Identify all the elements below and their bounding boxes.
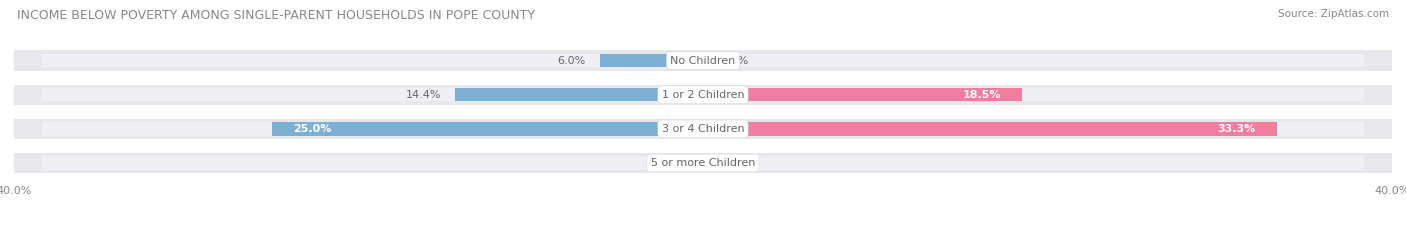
Bar [703, 119, 1392, 139]
Bar [703, 88, 1022, 101]
Text: No Children: No Children [671, 56, 735, 66]
Bar [456, 88, 703, 101]
Text: 18.5%: 18.5% [963, 90, 1001, 100]
Bar [42, 122, 703, 136]
Text: 14.4%: 14.4% [406, 90, 441, 100]
Bar [14, 85, 703, 105]
Bar [703, 54, 1364, 67]
Bar [703, 85, 1392, 105]
Text: 0.0%: 0.0% [720, 56, 748, 66]
Bar [703, 153, 1392, 173]
Text: Source: ZipAtlas.com: Source: ZipAtlas.com [1278, 9, 1389, 19]
Bar [14, 119, 703, 139]
Bar [42, 156, 703, 170]
Bar [703, 51, 1392, 71]
Bar [599, 54, 703, 67]
Text: 3 or 4 Children: 3 or 4 Children [662, 124, 744, 134]
Text: INCOME BELOW POVERTY AMONG SINGLE-PARENT HOUSEHOLDS IN POPE COUNTY: INCOME BELOW POVERTY AMONG SINGLE-PARENT… [17, 9, 534, 22]
Bar [14, 51, 703, 71]
Text: 1 or 2 Children: 1 or 2 Children [662, 90, 744, 100]
Text: 33.3%: 33.3% [1218, 124, 1256, 134]
Bar [42, 88, 703, 101]
Text: 0.0%: 0.0% [720, 158, 748, 168]
Bar [703, 88, 1364, 101]
Bar [703, 122, 1364, 136]
Text: 5 or more Children: 5 or more Children [651, 158, 755, 168]
Text: 6.0%: 6.0% [558, 56, 586, 66]
Text: 25.0%: 25.0% [292, 124, 332, 134]
Bar [273, 122, 703, 136]
Text: 0.0%: 0.0% [658, 158, 686, 168]
Bar [42, 54, 703, 67]
Bar [703, 122, 1277, 136]
Bar [14, 153, 703, 173]
Bar [703, 156, 1364, 170]
